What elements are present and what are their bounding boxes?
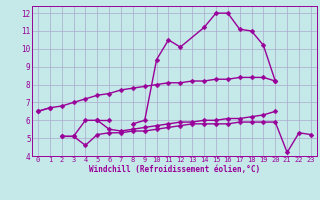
X-axis label: Windchill (Refroidissement éolien,°C): Windchill (Refroidissement éolien,°C) — [89, 165, 260, 174]
